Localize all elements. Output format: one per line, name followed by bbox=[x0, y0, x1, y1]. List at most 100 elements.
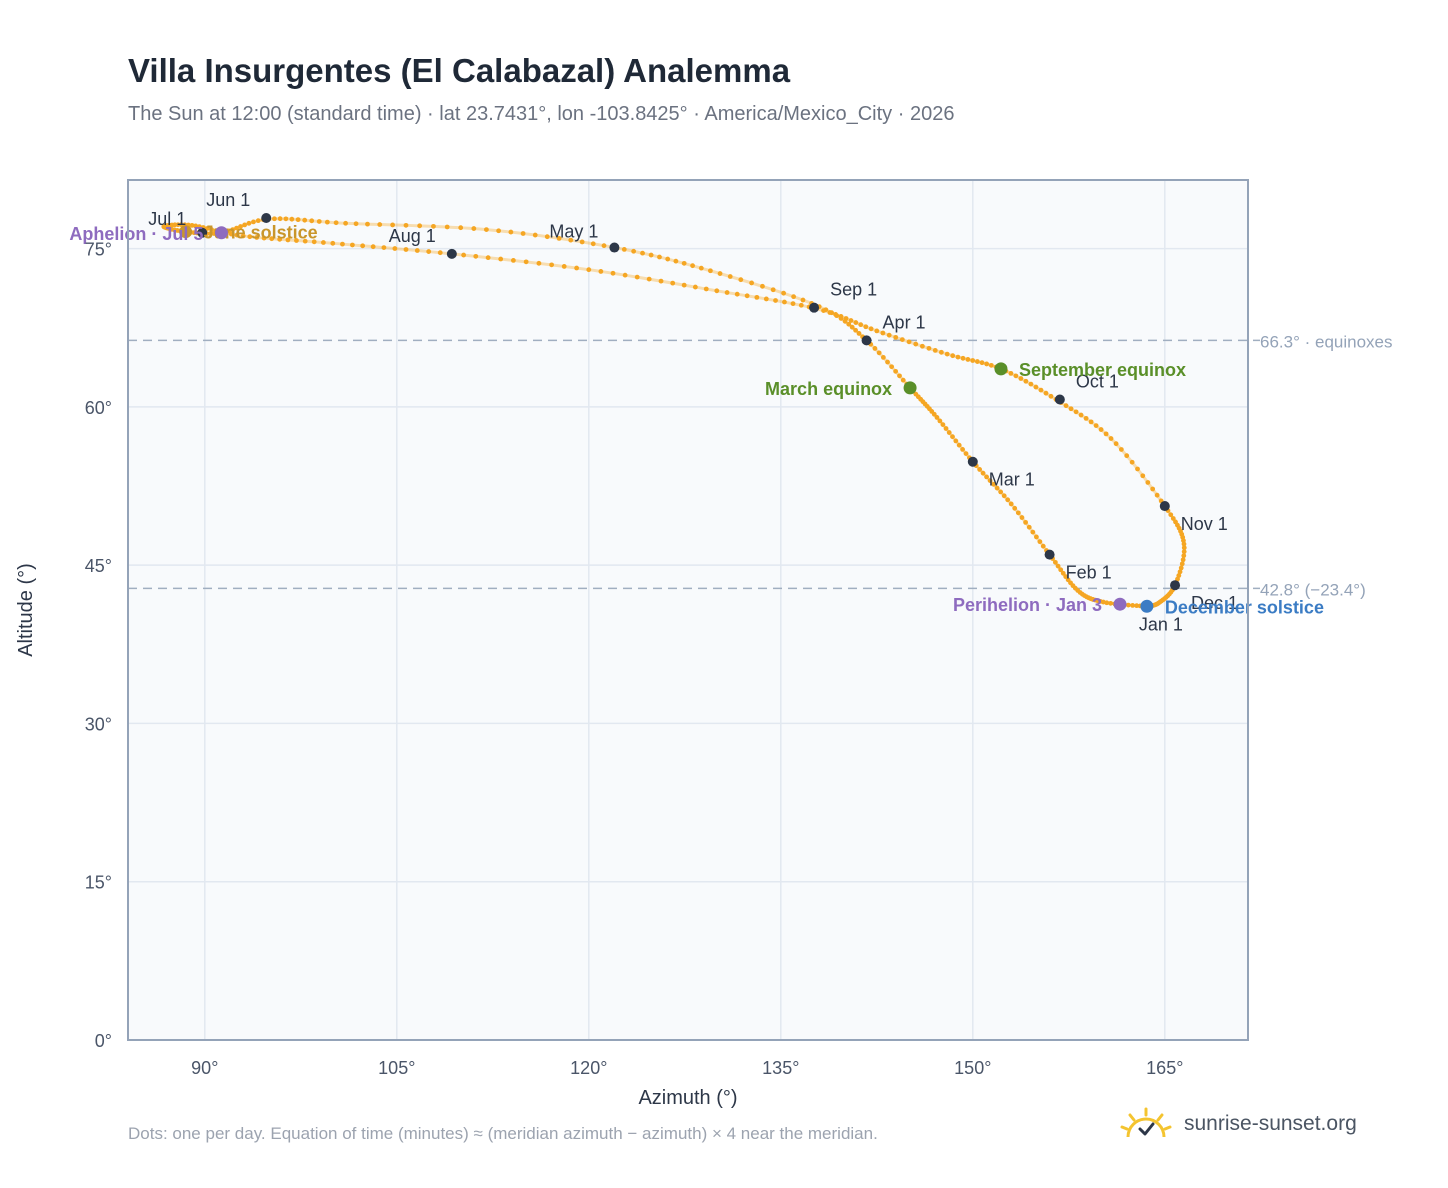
daily-dot bbox=[390, 222, 396, 228]
daily-dot bbox=[953, 438, 959, 444]
daily-dot bbox=[897, 373, 902, 379]
daily-dot bbox=[458, 225, 464, 231]
daily-dot bbox=[209, 227, 214, 232]
daily-dot bbox=[1005, 497, 1011, 503]
daily-dot bbox=[1093, 423, 1099, 428]
daily-dot bbox=[302, 238, 308, 244]
daily-dot bbox=[1181, 549, 1187, 555]
month-marker bbox=[197, 227, 208, 238]
month-label: Nov 1 bbox=[1181, 514, 1228, 534]
daily-dot bbox=[631, 248, 637, 254]
month-marker bbox=[1170, 580, 1181, 591]
daily-dot bbox=[1108, 600, 1113, 606]
daily-dot bbox=[1052, 559, 1058, 565]
daily-dot bbox=[370, 244, 376, 250]
daily-dot bbox=[698, 265, 704, 271]
daily-dot bbox=[1178, 565, 1184, 571]
daily-dot bbox=[703, 286, 709, 292]
daily-dot bbox=[950, 353, 956, 359]
daily-dot bbox=[1063, 574, 1069, 580]
daily-dot bbox=[621, 246, 627, 252]
daily-dot bbox=[646, 276, 652, 282]
daily-dot bbox=[289, 216, 295, 222]
daily-dot bbox=[940, 422, 946, 428]
daily-dot bbox=[874, 328, 880, 334]
daily-dot bbox=[1026, 524, 1032, 530]
daily-dot bbox=[893, 334, 899, 340]
daily-dot bbox=[365, 221, 370, 227]
event-label: September equinox bbox=[1019, 360, 1186, 380]
daily-dot bbox=[1001, 493, 1007, 499]
daily-dot bbox=[1135, 466, 1140, 472]
daily-dot bbox=[988, 362, 994, 368]
daily-dot bbox=[1179, 561, 1185, 567]
daily-dot bbox=[681, 282, 687, 288]
chart-subtitle: The Sun at 12:00 (standard time) · lat 2… bbox=[128, 103, 955, 125]
daily-dot bbox=[717, 271, 723, 276]
daily-dot bbox=[960, 447, 965, 452]
daily-dot bbox=[848, 318, 854, 323]
daily-dot bbox=[1108, 436, 1114, 441]
month-label: May 1 bbox=[549, 222, 598, 242]
event-marker bbox=[1140, 599, 1154, 613]
daily-dot bbox=[295, 217, 301, 223]
daily-dot bbox=[1140, 473, 1146, 479]
daily-dot bbox=[536, 260, 542, 266]
daily-dot bbox=[590, 241, 596, 247]
daily-dot bbox=[228, 231, 234, 237]
daily-dot bbox=[1134, 603, 1140, 609]
daily-dot bbox=[773, 298, 778, 303]
daily-dot bbox=[1008, 370, 1014, 376]
daily-dot bbox=[900, 377, 906, 383]
month-marker bbox=[1159, 501, 1170, 512]
daily-dot bbox=[230, 227, 236, 232]
daily-dot bbox=[781, 290, 787, 296]
daily-dot bbox=[246, 220, 252, 226]
daily-dot bbox=[760, 283, 765, 289]
daily-dot bbox=[943, 426, 949, 431]
daily-dot bbox=[1038, 387, 1044, 393]
month-label: Oct 1 bbox=[1076, 371, 1119, 391]
daily-dot bbox=[1019, 515, 1025, 520]
event-marker bbox=[903, 381, 917, 395]
y-tick-label: 0° bbox=[95, 1031, 112, 1051]
daily-dot bbox=[673, 258, 679, 264]
daily-dot bbox=[987, 478, 993, 483]
daily-dot bbox=[665, 256, 671, 262]
daily-dot bbox=[277, 216, 283, 222]
x-tick-label: 135° bbox=[762, 1058, 799, 1078]
daily-dots bbox=[161, 216, 1187, 609]
daily-dot bbox=[238, 224, 243, 229]
chart-title: Villa Insurgentes (El Calabazal) Analemm… bbox=[128, 52, 791, 89]
daily-dot bbox=[574, 265, 580, 271]
daily-dot bbox=[1037, 539, 1043, 545]
daily-dot bbox=[1058, 567, 1064, 573]
daily-dot bbox=[381, 245, 387, 250]
reference-label: 66.3° · equinoxes bbox=[1260, 332, 1393, 351]
daily-dot bbox=[1180, 557, 1186, 563]
daily-dot bbox=[950, 434, 955, 440]
daily-dot bbox=[247, 234, 253, 240]
brand-logo[interactable]: sunrise-sunset.org bbox=[1120, 1104, 1357, 1144]
daily-dot bbox=[403, 247, 409, 252]
daily-dot bbox=[913, 341, 919, 347]
daily-dot bbox=[1023, 378, 1029, 384]
daily-dot bbox=[692, 284, 698, 290]
daily-dot bbox=[1170, 516, 1176, 521]
daily-dot bbox=[863, 324, 869, 330]
daily-dot bbox=[309, 218, 315, 224]
daily-dot bbox=[1124, 453, 1130, 459]
month-marker bbox=[609, 242, 620, 253]
daily-dot bbox=[955, 354, 961, 360]
month-label: Jun 1 bbox=[206, 190, 250, 210]
month-markers: Jan 1 Feb 1 Mar 1 Apr 1 May 1 Jun 1 Jul 1 Aug 1… bbox=[148, 190, 1238, 634]
daily-dot bbox=[738, 277, 744, 283]
daily-dot bbox=[798, 302, 804, 308]
daily-dot bbox=[944, 351, 950, 357]
daily-dot bbox=[965, 357, 971, 362]
month-marker bbox=[1054, 394, 1065, 405]
daily-dot bbox=[255, 218, 261, 224]
daily-dot bbox=[1098, 427, 1104, 432]
y-tick-label: 60° bbox=[85, 398, 112, 418]
daily-dot bbox=[294, 238, 299, 243]
